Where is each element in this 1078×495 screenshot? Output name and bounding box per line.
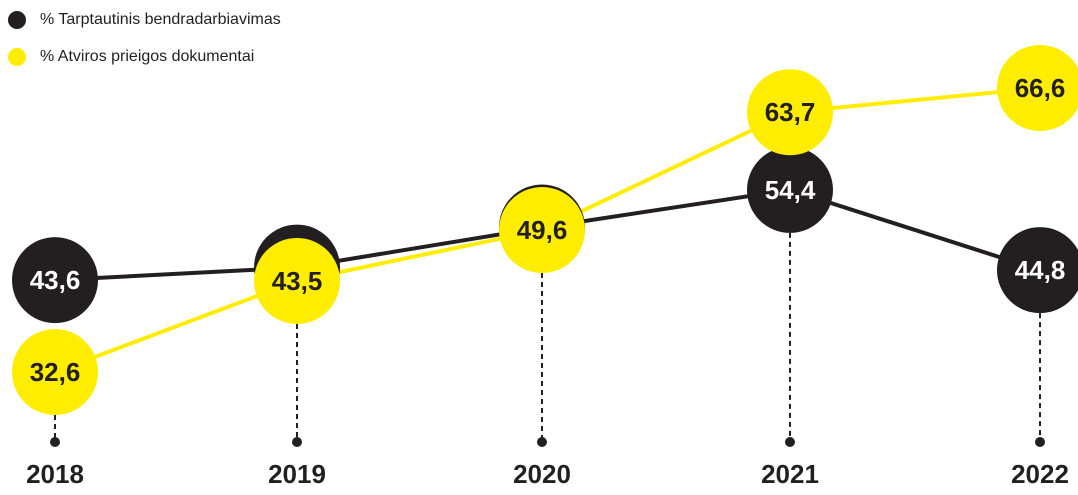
data-label: 66,6 [1015,73,1066,103]
legend-label: % Atviros prieigos dokumentai [40,48,254,65]
data-label: 54,4 [765,175,816,205]
data-label: 32,6 [30,357,81,387]
drop-dot [50,437,60,447]
legend-swatch [8,11,26,29]
data-label: 43,6 [30,265,81,295]
data-point [747,69,833,156]
drop-dot [292,437,302,447]
data-point [12,237,98,324]
x-tick-label: 2022 [1011,459,1069,489]
data-point [997,45,1078,131]
data-point [499,187,585,273]
drop-dot [537,437,547,447]
data-point [254,237,340,324]
data-label: 49,6 [517,215,568,245]
legend-swatch [8,48,26,66]
data-label: 44,8 [1015,255,1066,285]
x-tick-label: 2019 [268,459,326,489]
data-label: 63,7 [765,97,816,127]
drop-dot [785,437,795,447]
data-label: 43,5 [272,266,323,296]
data-point [12,329,98,415]
x-tick-label: 2020 [513,459,571,489]
data-point [747,146,833,233]
legend-label: % Tarptautinis bendradarbiavimas [40,11,281,28]
drop-dot [1035,437,1045,447]
x-tick-label: 2021 [761,459,819,489]
data-point [997,227,1078,314]
x-tick-label: 2018 [26,459,84,489]
